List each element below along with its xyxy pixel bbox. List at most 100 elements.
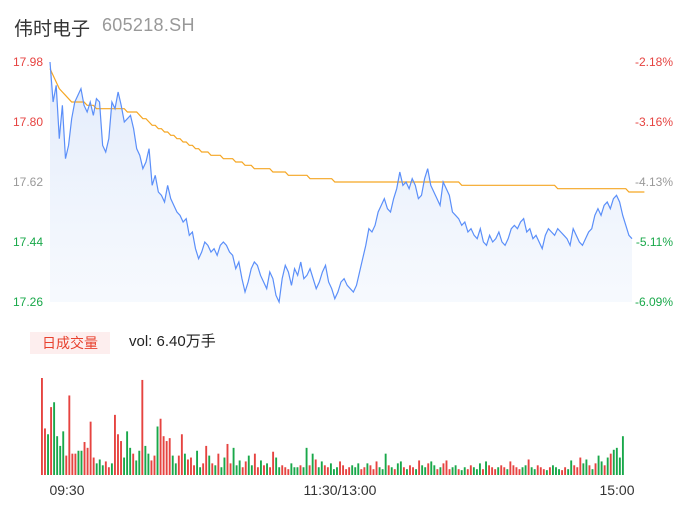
volume-bar <box>512 465 515 475</box>
volume-bar <box>153 455 156 475</box>
volume-bar <box>59 445 62 475</box>
volume-bar <box>615 447 618 475</box>
price-line <box>49 61 633 305</box>
volume-bar <box>333 469 335 475</box>
volume-bar <box>129 447 132 475</box>
volume-bar <box>567 469 570 475</box>
volume-bar <box>183 453 186 475</box>
volume-bar <box>430 461 433 475</box>
volume-bar <box>348 467 351 475</box>
volume-bar <box>594 463 597 475</box>
volume-bar <box>485 461 487 475</box>
volume-bar <box>536 465 539 475</box>
y-tick-left: 17.98 <box>13 55 43 69</box>
y-axis-right: -2.18% -3.16% -4.13% -5.11% -6.09% <box>635 55 673 309</box>
volume-bars <box>41 378 624 475</box>
stock-name: 伟时电子 <box>14 19 91 40</box>
volume-bar <box>314 459 317 475</box>
volume-bar <box>229 463 232 475</box>
volume-bar <box>263 465 265 475</box>
volume-bar <box>552 465 554 475</box>
volume-bar <box>442 463 445 475</box>
volume-bar <box>269 467 272 475</box>
volume-bar <box>244 461 247 475</box>
volume-bar <box>235 465 238 475</box>
y-tick-left: 17.26 <box>13 295 43 309</box>
volume-bar <box>86 447 89 475</box>
volume-bar <box>275 457 278 475</box>
volume-bar <box>390 467 393 475</box>
volume-bar <box>399 461 402 475</box>
volume-bar <box>530 467 533 475</box>
volume-bar <box>180 434 183 475</box>
y-tick-left: 17.62 <box>13 175 43 189</box>
volume-bar <box>597 455 600 475</box>
volume-bar <box>123 457 126 475</box>
volume-bar <box>220 467 223 475</box>
volume-bar <box>384 453 387 475</box>
volume-bar <box>226 443 229 475</box>
volume-bar <box>250 465 253 475</box>
volume-bar <box>387 465 390 475</box>
volume-bar <box>92 457 95 475</box>
volume-bar <box>272 451 275 475</box>
volume-bar <box>317 467 320 475</box>
stock-code: 605218.SH <box>102 15 195 35</box>
volume-bar <box>494 469 497 475</box>
volume-bar <box>68 395 71 475</box>
volume-bar <box>98 459 101 475</box>
volume-bar <box>621 436 624 475</box>
volume-bar <box>260 460 262 475</box>
volume-bar <box>187 459 189 475</box>
volume-bar <box>336 467 338 475</box>
volume-bar <box>433 465 436 475</box>
volume-bar <box>162 436 165 475</box>
volume-bar <box>421 465 424 475</box>
volume-bar <box>342 465 345 475</box>
volume-bar <box>466 469 469 475</box>
volume-bar <box>609 453 612 475</box>
volume-bar <box>372 469 375 475</box>
volume-bar <box>77 450 80 475</box>
volume-bar <box>542 469 545 475</box>
volume-bar <box>117 434 119 475</box>
y-axis-left: 17.98 17.80 17.62 17.44 17.26 <box>13 55 43 309</box>
volume-bar <box>110 463 113 475</box>
volume-bar <box>144 445 147 475</box>
volume-bar <box>509 461 512 475</box>
volume-bar <box>439 467 442 475</box>
volume-bar <box>71 453 74 475</box>
volume-bar <box>287 469 290 475</box>
volume-bar <box>293 467 296 475</box>
volume-bar <box>506 469 509 475</box>
volume-bar <box>363 467 366 475</box>
x-tick: 11:30/13:00 <box>304 482 377 498</box>
volume-bar <box>83 442 86 475</box>
volume-bar <box>573 465 576 475</box>
volume-bar <box>138 450 141 475</box>
y-tick-right: -6.09% <box>635 295 673 309</box>
volume-bar <box>618 457 621 475</box>
volume-bar <box>463 467 466 475</box>
volume-bar <box>518 469 521 475</box>
volume-bar <box>603 465 606 475</box>
volume-bar <box>95 463 98 475</box>
volume-bar <box>491 467 494 475</box>
volume-bar <box>393 469 396 475</box>
volume-tab[interactable]: 日成交量 <box>30 332 110 354</box>
y-tick-right: -5.11% <box>636 235 673 249</box>
volume-bar <box>256 467 259 475</box>
volume-bar <box>500 465 503 475</box>
volume-bar <box>193 465 195 475</box>
volume-bar <box>564 467 567 475</box>
volume-bar <box>253 453 256 475</box>
volume-bar <box>479 463 481 475</box>
volume-bar <box>406 469 408 475</box>
volume-bar <box>454 465 457 475</box>
volume-bar <box>527 459 530 475</box>
volume-bar <box>582 463 585 475</box>
volume-bar <box>281 465 284 475</box>
volume-bar <box>360 469 363 475</box>
volume-bar <box>141 379 144 475</box>
volume-bar <box>101 465 104 475</box>
